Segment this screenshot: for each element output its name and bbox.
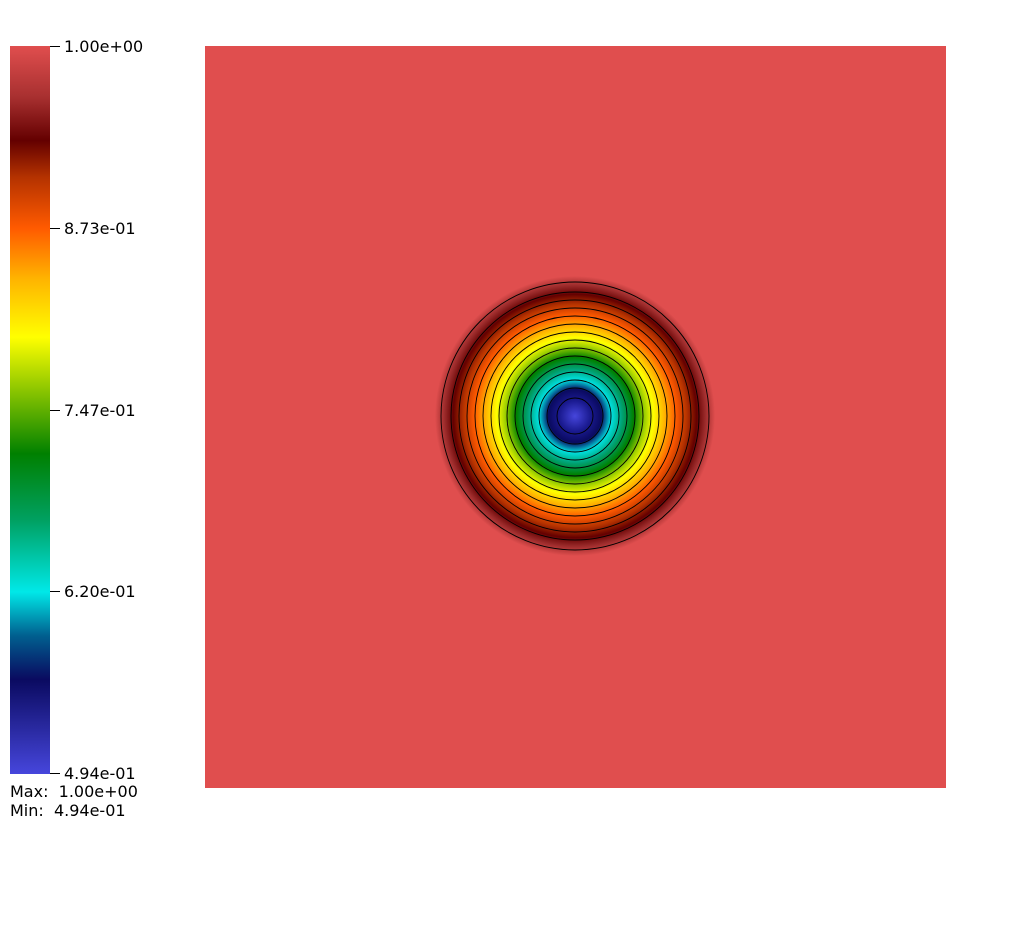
min-label: Min: 4.94e-01 [10,801,126,820]
colorbar-tick [50,591,60,592]
contour-ring [514,355,636,477]
contour-ring [490,331,660,501]
colorbar-tick-label: 6.20e-01 [64,582,136,601]
colorbar-tick-label: 8.73e-01 [64,219,136,238]
colorbar-tick-label: 1.00e+00 [64,37,144,56]
contour-ring [466,307,684,525]
colorbar-tick-label: 4.94e-01 [64,764,136,783]
colorbar-tick [50,46,60,47]
contour-ring [440,281,710,551]
colorbar-tick-label: 7.47e-01 [64,401,136,420]
contour-ring [482,323,668,509]
contour-ring [450,291,700,541]
max-label: Max: 1.00e+00 [10,782,138,801]
contour-ring [556,397,594,435]
contour-ring [506,347,644,485]
colorbar-tick [50,410,60,411]
contour-ring [522,363,628,469]
colorbar-tick [50,773,60,774]
contour-plot [205,46,946,788]
contour-ring [474,315,676,517]
contour-ring [546,387,604,445]
contour-ring [530,371,620,461]
contour-ring [458,299,692,533]
field-blob [435,276,715,556]
contour-ring [498,339,652,493]
contour-ring [538,379,612,453]
colorbar-tick [50,228,60,229]
contour-lines [440,281,710,551]
colorbar [10,46,50,774]
